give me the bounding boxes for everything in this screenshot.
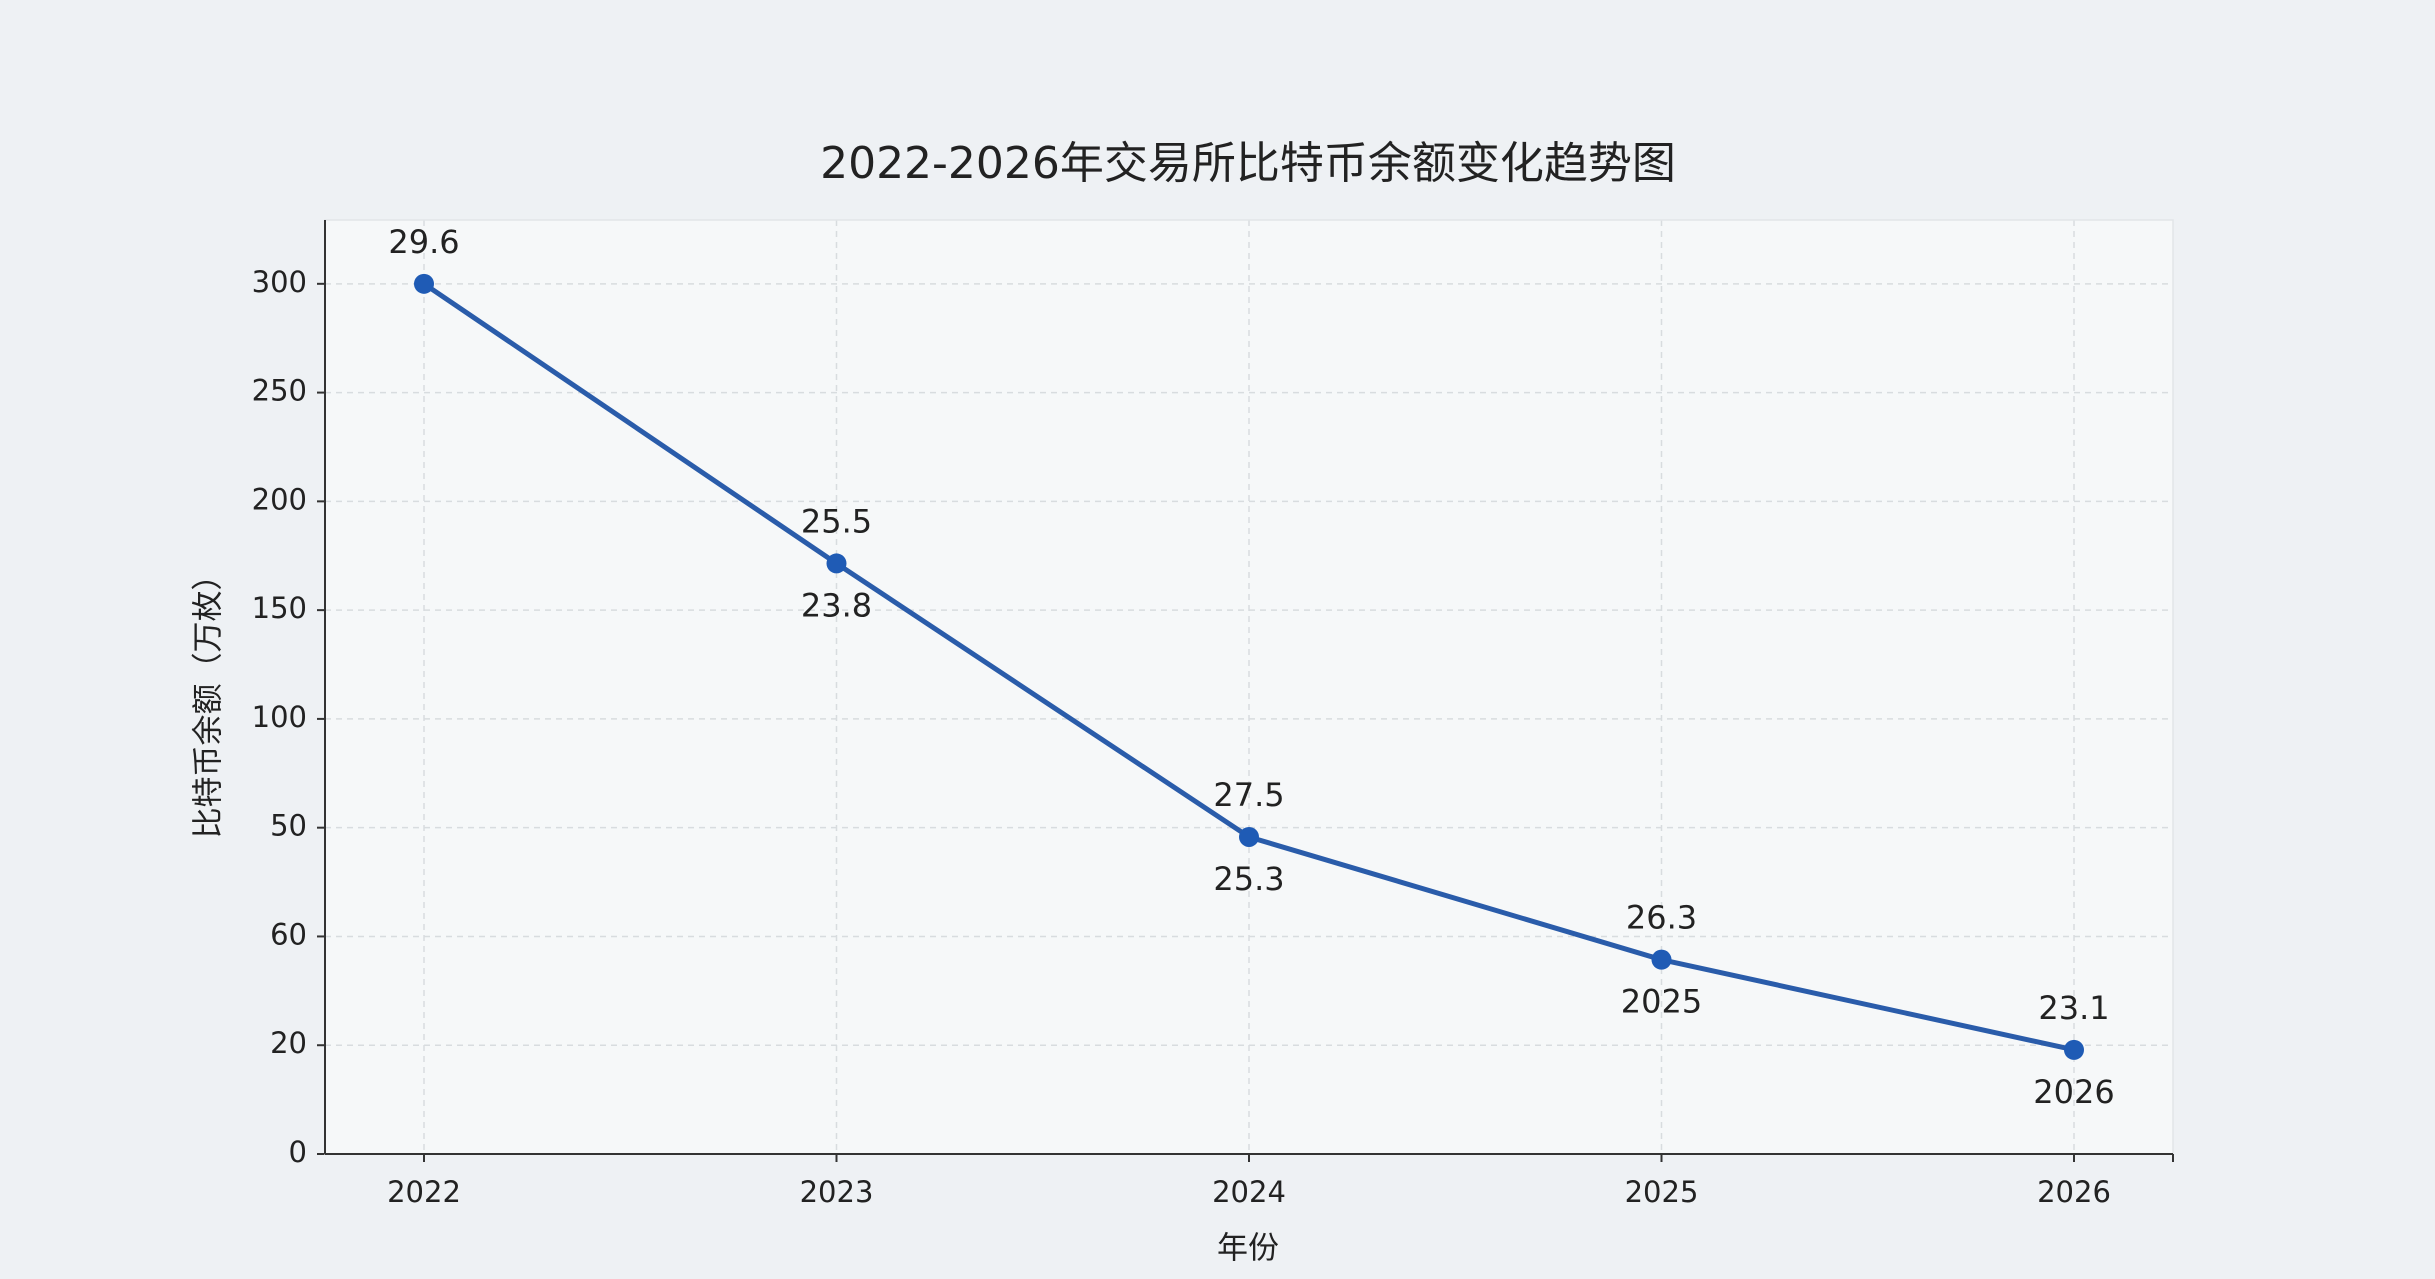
annotation: 23.1 [2038, 989, 2109, 1027]
y-tick-label: 0 [289, 1135, 307, 1169]
y-tick-label: 100 [252, 700, 307, 734]
annotation: 25.3 [1213, 860, 1284, 898]
annotation: 2025 [1621, 983, 1702, 1021]
annotation: 26.3 [1626, 899, 1697, 937]
x-tick-label: 2023 [800, 1175, 874, 1209]
data-point [1239, 826, 1259, 847]
y-tick-label: 250 [252, 374, 307, 408]
y-tick-label: 300 [252, 265, 307, 299]
annotation: 23.8 [801, 586, 872, 624]
annotation: 25.5 [801, 502, 872, 540]
x-tick-label: 2022 [387, 1175, 461, 1209]
x-axis-label: 年份 [1217, 1231, 1279, 1267]
y-tick-label: 50 [270, 809, 307, 843]
data-point [414, 273, 434, 294]
x-tick-label: 2025 [1625, 1175, 1699, 1209]
y-tick-label: 200 [252, 482, 307, 516]
annotation: 27.5 [1213, 776, 1284, 814]
y-tick-label: 20 [270, 1026, 307, 1060]
y-axis-label: 比特币余额（万枚） [191, 560, 227, 839]
annotation: 29.6 [388, 223, 459, 261]
data-point [826, 553, 847, 574]
data-point [1651, 949, 1672, 970]
chart-title: 2022-2026年交易所比特币余额变化趋势图 [820, 138, 1676, 189]
x-tick-label: 2024 [1212, 1175, 1286, 1209]
x-tick-label: 2026 [2037, 1175, 2111, 1209]
y-tick-label: 60 [270, 917, 307, 951]
annotation: 2026 [2033, 1073, 2114, 1111]
data-point [2064, 1039, 2084, 1060]
y-tick-label: 150 [252, 591, 307, 625]
